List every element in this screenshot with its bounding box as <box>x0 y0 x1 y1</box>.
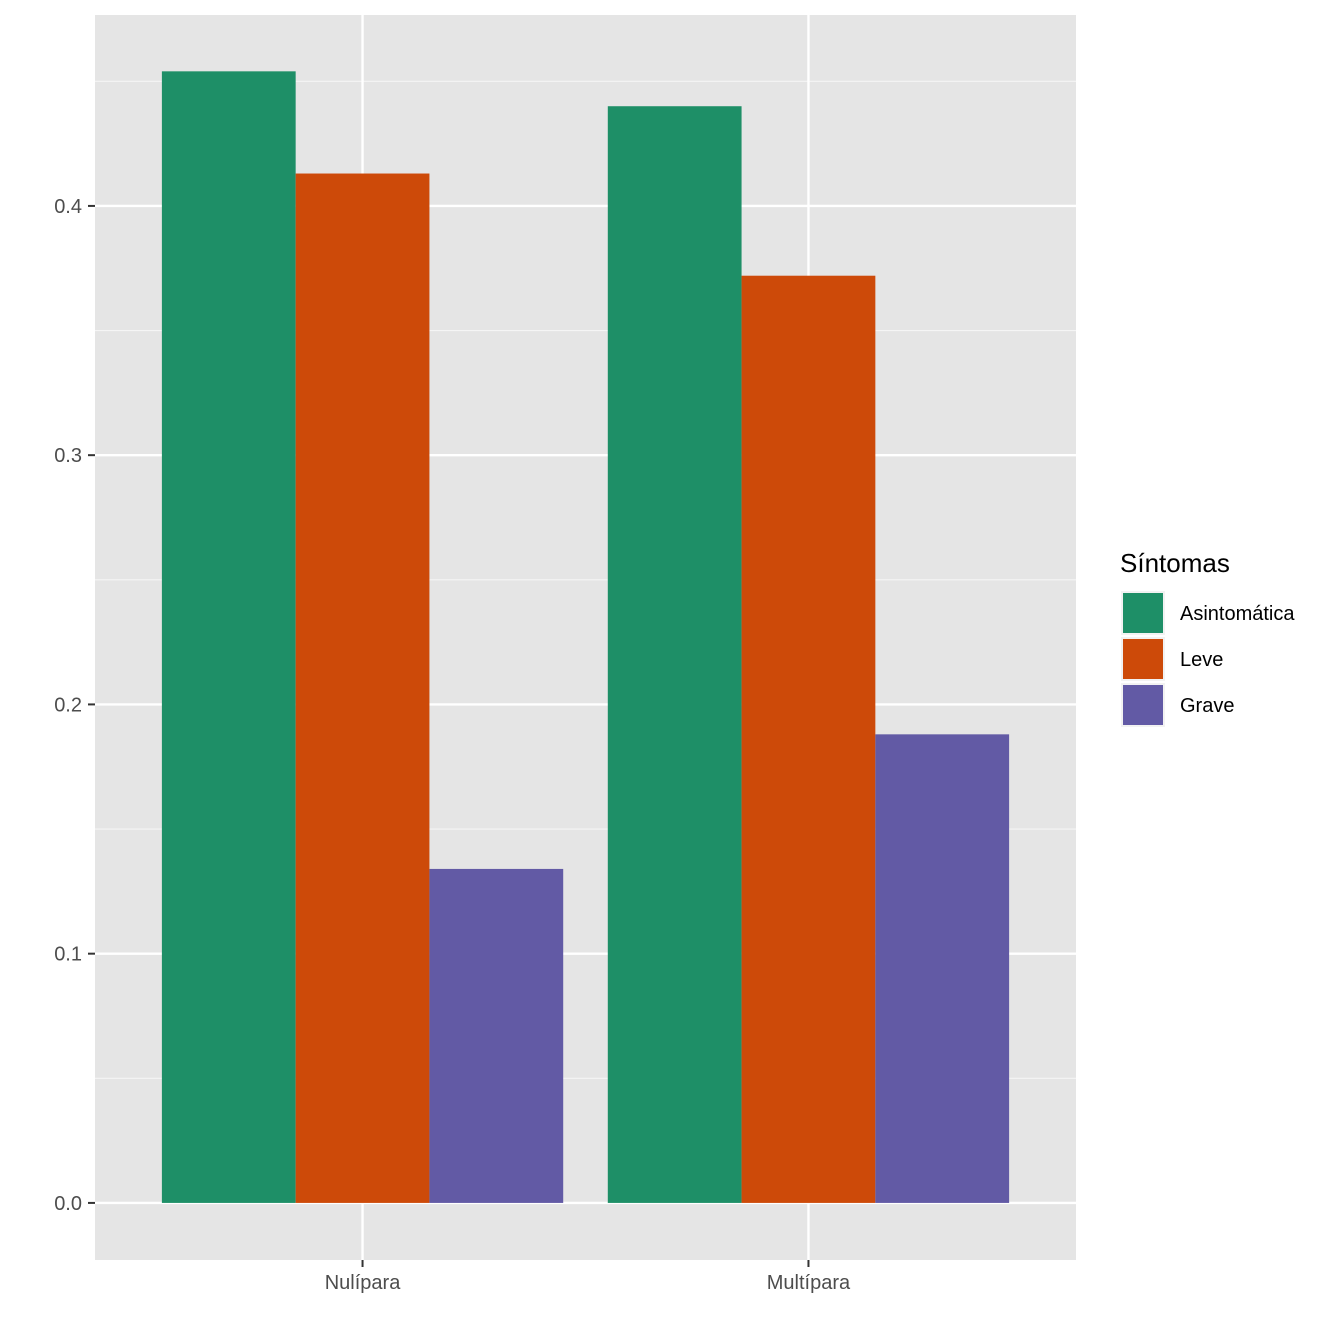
legend-label: Leve <box>1180 649 1223 671</box>
y-tick-label: 0.3 <box>54 445 82 467</box>
legend-label: Asintomática <box>1180 603 1295 625</box>
y-tick-label: 0.1 <box>54 944 82 966</box>
bar-asintomática-multípara <box>607 106 742 1203</box>
x-tick-label: Nulípara <box>325 1272 401 1294</box>
legend-title: Síntomas <box>1120 548 1230 578</box>
legend-swatch-leve <box>1123 639 1163 679</box>
bars <box>161 71 1010 1203</box>
legend: Síntomas Asintomática Leve Grave <box>1120 548 1295 727</box>
legend-swatch-grave <box>1123 685 1163 725</box>
bar-leve-multípara <box>741 275 876 1203</box>
legend-label: Grave <box>1180 695 1234 717</box>
legend-swatch-asintomática <box>1123 593 1163 633</box>
y-tick-label: 0.4 <box>54 196 82 218</box>
bar-grave-multípara <box>875 734 1010 1203</box>
x-tick-label: Multípara <box>767 1272 851 1294</box>
y-axis: 0.0 0.1 0.2 0.3 0.4 <box>54 196 95 1215</box>
bar-grave-nulípara <box>429 868 564 1203</box>
bar-asintomática-nulípara <box>161 71 296 1203</box>
y-tick-label: 0.0 <box>54 1193 82 1215</box>
y-tick-label: 0.2 <box>54 694 82 716</box>
bar-leve-nulípara <box>295 173 430 1203</box>
x-axis: Nulípara Multípara <box>325 1260 851 1294</box>
